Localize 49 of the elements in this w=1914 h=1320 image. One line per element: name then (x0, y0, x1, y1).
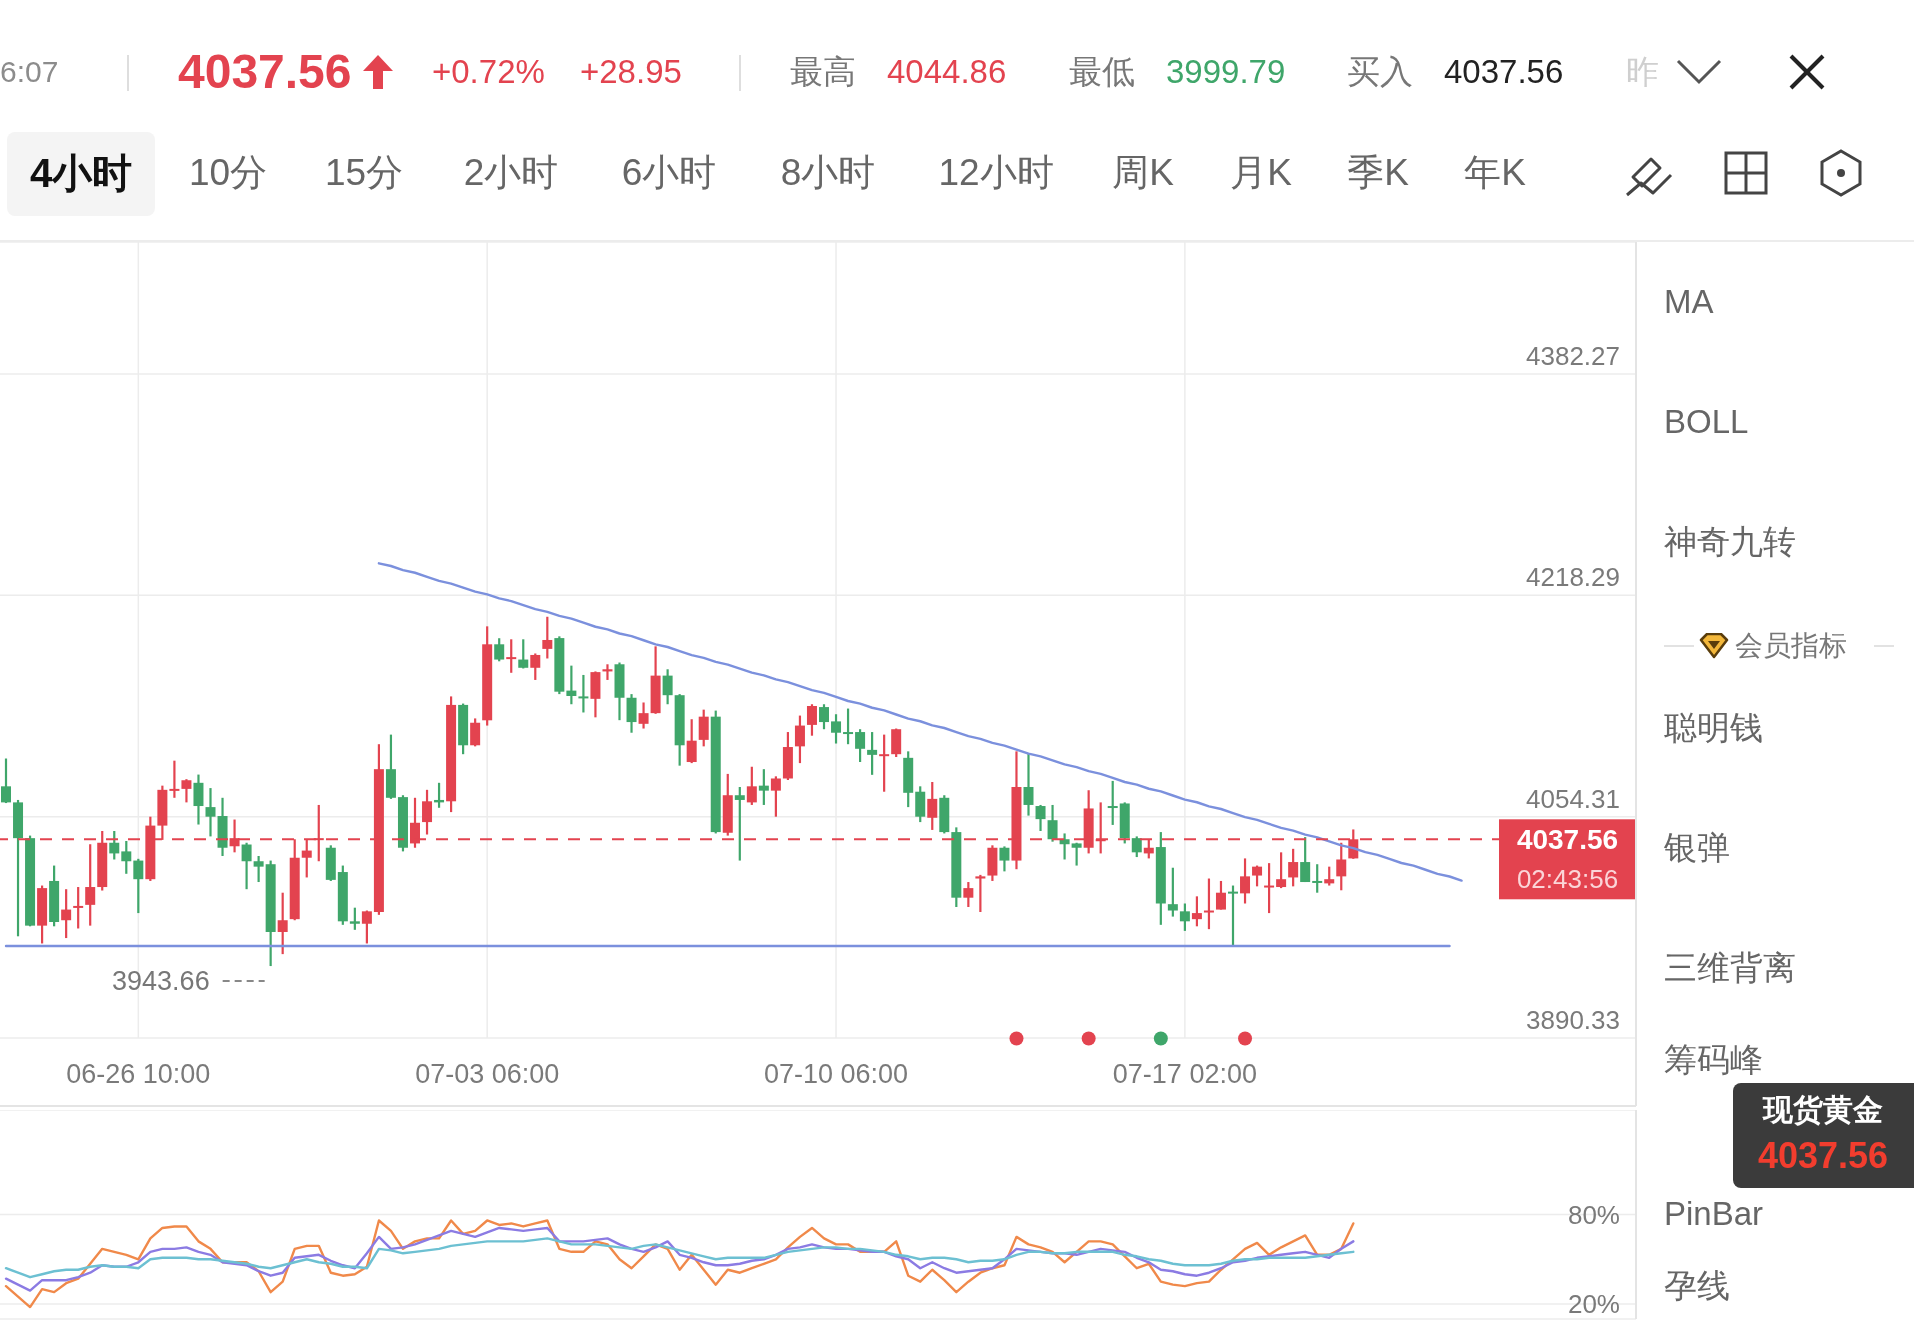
x-tick-label: 07-03 06:00 (415, 1059, 560, 1089)
text: 年K (1464, 151, 1526, 195)
text: 三维背离 (1664, 949, 1796, 987)
ref-line-label: 4037.56 (1516, 823, 1619, 855)
x-tick-label: 07-10 06:00 (763, 1059, 909, 1089)
text: 聪明钱 (1664, 709, 1763, 747)
text: 现货黄金 (1763, 1092, 1883, 1128)
line-series (4, 1226, 1355, 1292)
text: 2小时 (463, 151, 559, 195)
annotation: 02:43:56 (1516, 864, 1619, 895)
text: 神奇九转 (1664, 523, 1796, 561)
y-tick-label: 80% (1567, 1199, 1620, 1230)
y-tick-label: 20% (1567, 1289, 1620, 1320)
text: 筹码峰 (1664, 1041, 1763, 1079)
text: 6小时 (621, 151, 717, 195)
text: MA (1664, 283, 1714, 321)
text: PinBar (1664, 1195, 1764, 1233)
text: 4037.56 (1757, 1135, 1889, 1177)
text: 月K (1230, 151, 1292, 195)
y-tick-label: 4054.31 (1526, 783, 1620, 814)
text: 会员指标 (1735, 629, 1847, 663)
text: 3999.79 (1166, 53, 1286, 91)
text: 买入 (1347, 53, 1413, 91)
text: 8小时 (780, 151, 876, 195)
line-series (4, 1237, 1355, 1279)
text: +0.72% (432, 53, 545, 91)
text: 4小时 (29, 150, 133, 196)
y-tick-label: 4218.29 (1526, 562, 1620, 593)
annotation: 3943.66 (112, 966, 210, 997)
text: 周K (1112, 151, 1174, 195)
text: 季K (1347, 151, 1409, 195)
text: 4037.56 (1444, 53, 1564, 91)
text: 4037.56 (178, 44, 352, 100)
x-tick-label: 07-17 02:00 (1112, 1059, 1257, 1089)
y-tick-label: 3890.33 (1526, 1005, 1620, 1036)
x-tick-label: 06-26 10:00 (66, 1059, 211, 1089)
text: 6:07 (0, 54, 59, 90)
text: 4044.86 (887, 53, 1007, 91)
text: 最高 (790, 53, 856, 91)
text: 银弹 (1664, 829, 1730, 867)
text: BOLL (1664, 403, 1749, 441)
text: 最低 (1069, 53, 1135, 91)
text: 15分 (324, 151, 404, 195)
text: +28.95 (580, 53, 682, 91)
line-series (4, 1219, 1355, 1309)
text: 孕线 (1664, 1267, 1730, 1305)
text: 12小时 (938, 151, 1054, 195)
y-tick-label: 4382.27 (1526, 340, 1620, 371)
text: 10分 (188, 151, 268, 195)
